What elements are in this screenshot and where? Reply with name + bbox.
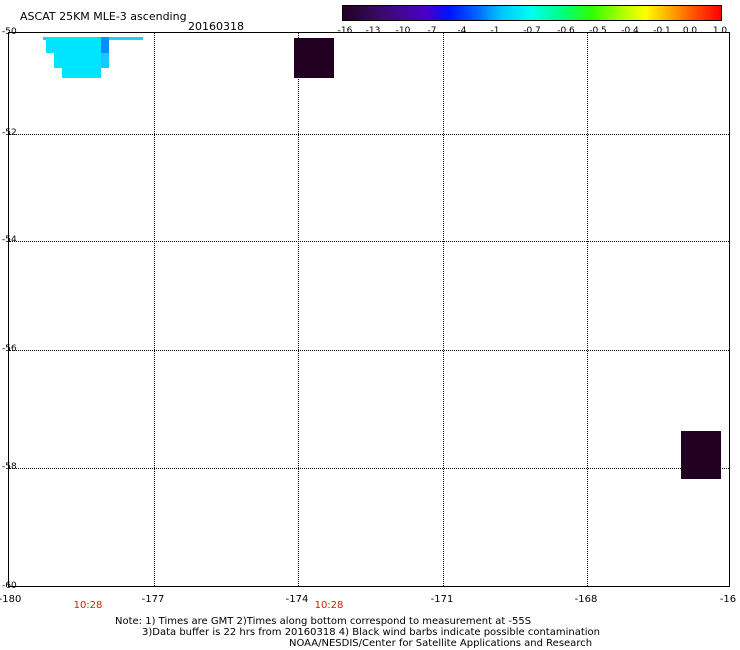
grid-line — [443, 33, 444, 586]
y-tick-label: -50 — [2, 27, 17, 37]
time-label: 10:28 — [73, 600, 103, 611]
swath-cell — [54, 53, 101, 68]
colorbar-label: -16 — [337, 26, 353, 36]
time-label: 10:28 — [314, 600, 344, 611]
grid-line — [9, 468, 729, 469]
colorbar-label: -7 — [427, 26, 437, 36]
colorbar-label: -0.6 — [557, 26, 575, 36]
colorbar-label: -4 — [457, 26, 467, 36]
grid-line — [9, 350, 729, 351]
y-tick-label: -56 — [2, 344, 17, 354]
dark-pixel-block — [294, 38, 334, 78]
x-tick-label: -16 — [719, 594, 737, 605]
colorbar-label: 1.0 — [712, 26, 728, 36]
colorbar-label: -0.4 — [621, 26, 639, 36]
note-line: 3)Data buffer is 22 hrs from 20160318 4)… — [142, 627, 600, 638]
colorbar-label: -0.7 — [523, 26, 541, 36]
dark-pixel-block — [681, 431, 721, 479]
grid-line — [9, 134, 729, 135]
swath-cell — [46, 37, 101, 53]
grid-line — [154, 33, 155, 586]
colorbar-label: -0.5 — [589, 26, 607, 36]
map-date: 20160318 — [188, 20, 244, 33]
y-tick-label: -52 — [2, 128, 17, 138]
colorbar — [342, 5, 722, 21]
x-tick-label: -171 — [430, 594, 454, 605]
x-tick-label: -168 — [574, 594, 598, 605]
colorbar-label: 0.0 — [682, 26, 698, 36]
colorbar-label: -1 — [490, 26, 500, 36]
x-tick-label: -180 — [0, 594, 22, 605]
y-tick-label: -60 — [2, 581, 17, 591]
x-tick-label: -177 — [141, 594, 165, 605]
grid-line — [9, 241, 729, 242]
map-plot-area — [8, 32, 730, 587]
colorbar-label: -0.1 — [653, 26, 671, 36]
colorbar-label: -13 — [365, 26, 381, 36]
colorbar-label: -10 — [395, 26, 411, 36]
grid-line — [298, 33, 299, 586]
swath-cell — [101, 53, 109, 68]
grid-line — [587, 33, 588, 586]
y-tick-label: -54 — [2, 235, 17, 245]
swath-cell — [101, 37, 109, 53]
y-tick-label: -58 — [2, 462, 17, 472]
note-line: NOAA/NESDIS/Center for Satellite Applica… — [289, 638, 593, 649]
map-title: ASCAT 25KM MLE-3 ascending — [20, 10, 187, 23]
note-line: Note: 1) Times are GMT 2)Times along bot… — [115, 616, 532, 627]
x-tick-label: -174 — [285, 594, 309, 605]
swath-cell — [62, 68, 101, 78]
